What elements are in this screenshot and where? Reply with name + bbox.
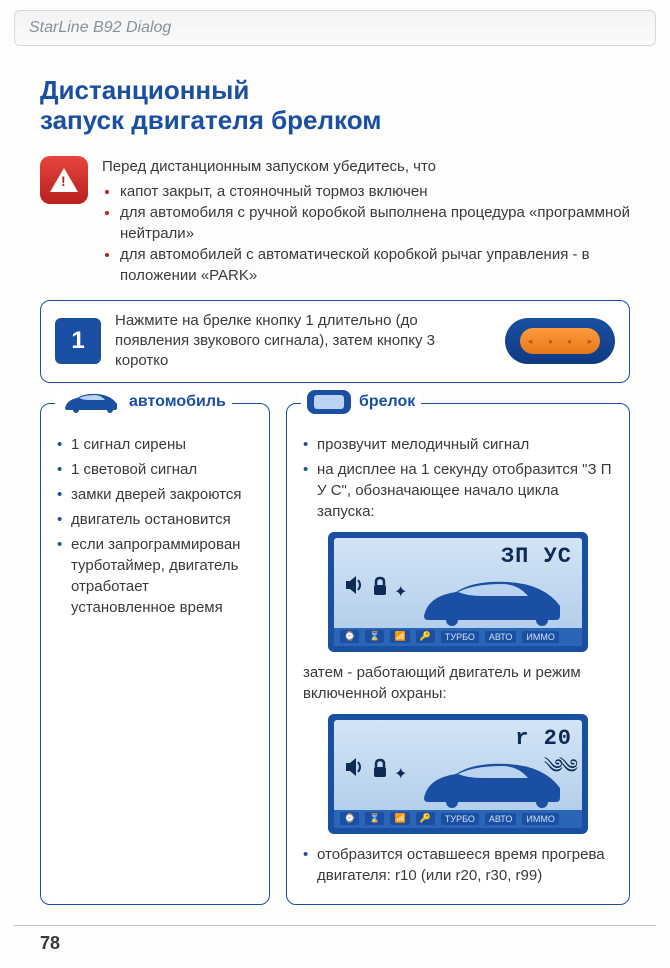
speaker-icon	[344, 574, 364, 596]
warning-text: Перед дистанционным запуском убедитесь, …	[102, 156, 630, 286]
keyfob-column-label: брелок	[359, 393, 415, 411]
warning-item: для автомобилей с автоматической коробко…	[120, 244, 630, 286]
lock-icon	[372, 576, 388, 596]
keyfob-result-item: отобразится оставшееся время прогрева дв…	[303, 844, 613, 886]
page-title: Дистанционный запуск двигателя брелком	[40, 76, 630, 136]
exhaust-icon: ༄༄	[544, 744, 574, 800]
step-number: 1	[55, 318, 101, 364]
warning-item: капот закрыт, а стояночный тормоз включе…	[120, 181, 630, 202]
page-separator	[14, 925, 656, 926]
car-column-header: автомобиль	[55, 390, 232, 414]
arm-icon: ✦	[394, 764, 407, 784]
lcd1-text: ЗП УС	[501, 544, 572, 569]
lcd-status-bar: ⌚ ⌛ 📶 🔑 ТУРБО АВТО ИММО	[334, 810, 582, 828]
lcd-status-bar: ⌚ ⌛ 📶 🔑 ТУРБО АВТО ИММО	[334, 628, 582, 646]
header-bar: StarLine B92 Dialog	[14, 10, 656, 46]
car-result-item: замки дверей закроются	[57, 484, 253, 505]
lock-icon	[372, 758, 388, 778]
car-column: автомобиль 1 сигнал сирены 1 световой си…	[40, 403, 270, 905]
page-number: 78	[40, 933, 60, 954]
car-icon	[61, 390, 121, 414]
car-result-item: 1 сигнал сирены	[57, 434, 253, 455]
result-columns: автомобиль 1 сигнал сирены 1 световой си…	[40, 403, 630, 905]
keyfob-icon	[307, 390, 351, 414]
keyfob-result-item: прозвучит мелодичный сигнал	[303, 434, 613, 455]
keyfob-illustration: ◄●●►	[505, 318, 615, 364]
step-text: Нажмите на брелке кнопку 1 длительно (до…	[115, 311, 491, 372]
keyfob-mid-text: затем - работающий двигатель и режим вкл…	[303, 662, 613, 704]
keyfob-result-item: на дисплее на 1 секунду отобразится "З П…	[303, 459, 613, 522]
lcd-display-1: ЗП УС ✦ ⌚ ⌛ 📶 🔑 ТУРБО АВТО ИММО	[328, 532, 588, 652]
speaker-icon	[344, 756, 364, 778]
arm-icon: ✦	[394, 582, 407, 602]
product-title: StarLine B92 Dialog	[29, 19, 171, 36]
step-box: 1 Нажмите на брелке кнопку 1 длительно (…	[40, 300, 630, 383]
car-result-item: если запрограммирован турботаймер, двига…	[57, 534, 253, 618]
car-result-item: 1 световой сигнал	[57, 459, 253, 480]
keyfob-column: брелок прозвучит мелодичный сигнал на ди…	[286, 403, 630, 905]
warning-icon	[40, 156, 88, 204]
lcd-display-2: r 20 ✦ ༄༄ ⌚ ⌛ 📶 🔑 ТУРБО АВТО ИММО	[328, 714, 588, 834]
car-result-item: двигатель остановится	[57, 509, 253, 530]
keyfob-column-header: брелок	[301, 390, 421, 414]
warning-item: для автомобиля с ручной коробкой выполне…	[120, 202, 630, 244]
warning-lead: Перед дистанционным запуском убедитесь, …	[102, 156, 630, 177]
lcd-car-icon	[418, 574, 568, 626]
car-column-label: автомобиль	[129, 393, 226, 411]
warning-block: Перед дистанционным запуском убедитесь, …	[40, 156, 630, 286]
